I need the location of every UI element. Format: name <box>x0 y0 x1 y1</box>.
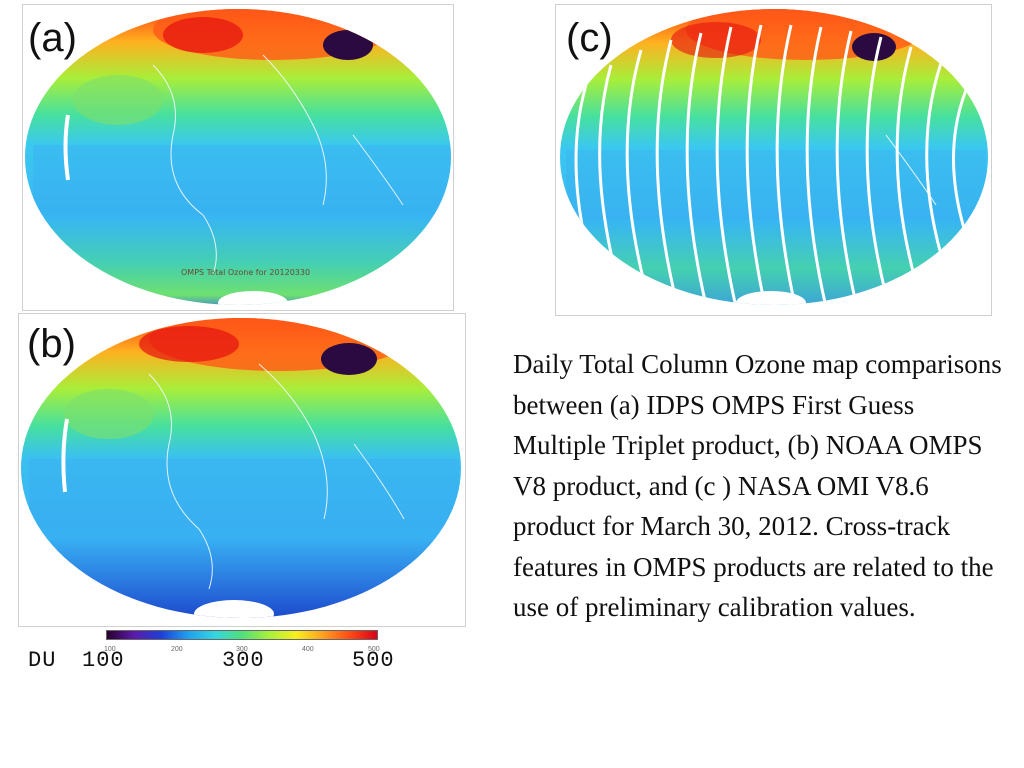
map-panel-b <box>18 313 466 627</box>
map-panel-c <box>555 4 992 316</box>
ozone-map-b <box>21 318 461 618</box>
panel-label-a: (a) <box>28 16 77 60</box>
colorbar-unit-label: DU <box>28 648 57 673</box>
colorbar-major-tick: 100 <box>82 648 125 673</box>
ozone-colorbar <box>106 630 378 640</box>
map-inset-title: OMPS Total Ozone for 20120330 <box>181 268 310 277</box>
map-panel-a: OMPS Total Ozone for 20120330 <box>22 4 454 311</box>
colorbar-minor-tick: 500 <box>368 646 380 653</box>
panel-label-c: (c) <box>566 16 613 60</box>
colorbar-major-tick: 300 <box>222 648 265 673</box>
colorbar-minor-tick: 400 <box>302 646 314 653</box>
colorbar-minor-tick: 200 <box>171 646 183 653</box>
colorbar-minor-tick: 300 <box>236 646 248 653</box>
colorbar-minor-tick: 100 <box>104 646 116 653</box>
figure-caption: Daily Total Column Ozone map comparisons… <box>513 349 1002 622</box>
ozone-map-c <box>560 9 988 305</box>
ozone-map-a: OMPS Total Ozone for 20120330 <box>25 9 451 305</box>
colorbar-major-tick: 500 <box>352 648 395 673</box>
panel-label-b: (b) <box>27 322 76 366</box>
